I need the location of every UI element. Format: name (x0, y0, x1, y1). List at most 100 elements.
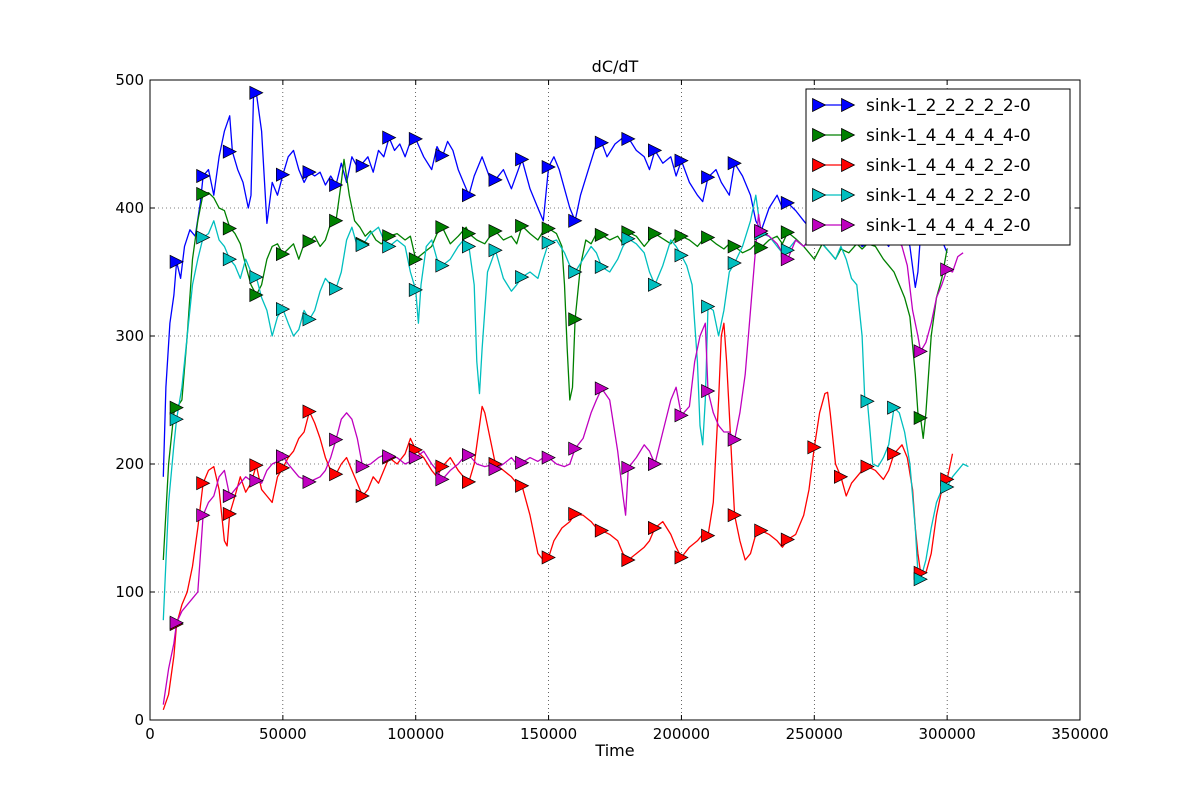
series-5-marker (727, 432, 742, 447)
series-1-marker (648, 143, 663, 158)
series-2-marker (329, 213, 344, 228)
series-5-marker (488, 462, 503, 477)
series-5-marker (674, 408, 689, 423)
series-4-marker (196, 230, 211, 245)
series-2-marker (515, 218, 530, 233)
series-2-marker (462, 226, 477, 241)
series-4-marker (913, 572, 928, 587)
series-3-marker (621, 552, 636, 568)
series-1-marker (780, 195, 795, 210)
series-5-marker (249, 473, 264, 488)
series-5-marker (329, 432, 344, 447)
series-1-marker (302, 165, 317, 180)
legend-marker (812, 187, 827, 203)
grid-lines (150, 80, 1080, 720)
series-5-marker (355, 459, 370, 474)
series-3-marker (834, 469, 849, 484)
series-3-marker (727, 508, 742, 523)
series-4-marker (541, 235, 556, 250)
y-tick-label: 100 (115, 583, 144, 601)
series-1-marker (169, 254, 184, 269)
series-3-marker (701, 528, 716, 543)
x-tick-label: 150000 (520, 725, 577, 743)
series-5-marker (276, 449, 291, 464)
series-3-marker (648, 520, 663, 536)
series-5-marker (648, 456, 663, 472)
series-3-marker (222, 506, 237, 521)
series-4-marker (462, 239, 477, 254)
series-3-marker (541, 550, 556, 565)
series-2-marker (701, 230, 716, 245)
legend-label: sink-1_4_4_2_2_2-0 (866, 186, 1031, 206)
legend-marker (841, 97, 856, 113)
series-1-marker (382, 130, 397, 145)
series-3-marker (462, 474, 477, 489)
series-1-marker (355, 158, 370, 173)
x-tick-label: 0 (145, 725, 155, 743)
series-5-marker (621, 460, 636, 475)
series-2-marker (435, 220, 450, 235)
legend-marker (812, 127, 827, 143)
series-1-marker (222, 144, 237, 159)
series-5-marker (780, 252, 795, 267)
y-tick-label: 300 (115, 327, 144, 345)
series-3-marker (807, 440, 822, 455)
y-tick-label: 0 (134, 711, 144, 729)
y-tick-label: 200 (115, 455, 144, 473)
series-5-marker (462, 447, 477, 463)
series-4-marker (355, 238, 370, 253)
series-1-marker (462, 188, 477, 203)
series-3-marker (276, 460, 291, 475)
series-1-marker (276, 167, 291, 182)
series-3-marker (674, 550, 689, 565)
series-3-marker (887, 446, 902, 461)
x-axis-label: Time (594, 741, 634, 760)
series-5-marker (169, 615, 184, 630)
series-1-marker (249, 85, 264, 100)
series-5-marker (515, 455, 530, 470)
legend-label: sink-1_4_4_4_4_4-0 (866, 126, 1031, 146)
legend-marker (841, 157, 856, 173)
series-1-marker (727, 156, 742, 171)
x-tick-label: 200000 (653, 725, 710, 743)
series-2-marker (222, 221, 237, 236)
series-4-marker (222, 252, 237, 267)
series-2-marker (594, 227, 609, 242)
x-tick-label: 100000 (387, 725, 444, 743)
axis-ticks: 0 50000 100000 150000 200000 250000 300000 3500… (115, 71, 1108, 743)
series-1-marker (488, 172, 503, 187)
series-3-marker (249, 458, 264, 473)
series-4-marker (435, 258, 450, 273)
series-4-marker (382, 239, 397, 254)
series-4-marker (674, 248, 689, 263)
y-tick-label: 400 (115, 199, 144, 217)
x-tick-label: 250000 (786, 725, 843, 743)
series-4-marker (860, 394, 875, 409)
series-4-marker (568, 264, 583, 280)
series-5-marker (568, 441, 583, 456)
legend-marker (812, 97, 827, 113)
legend-label: sink-1_4_4_4_2_2-0 (866, 156, 1031, 176)
series-2-marker (648, 226, 663, 241)
series-2-marker (169, 400, 184, 415)
series-4-marker (594, 259, 609, 274)
series-4-marker (488, 243, 503, 258)
series-5-marker (302, 474, 317, 489)
series-4-marker (887, 400, 902, 415)
x-tick-label: 350000 (1051, 725, 1108, 743)
series-2-marker (488, 223, 503, 239)
legend-marker (812, 217, 827, 233)
series-line-4 (162, 194, 969, 621)
series-1-marker (701, 170, 716, 185)
series-3-marker (196, 476, 211, 491)
series-2-marker (780, 225, 795, 240)
series-3-marker (860, 459, 875, 474)
series-2-marker (276, 247, 291, 262)
series-4-marker (329, 281, 344, 296)
series-5-marker (408, 450, 423, 465)
series-5-marker (940, 262, 955, 277)
series-5-marker (701, 383, 716, 399)
series-2-marker (408, 252, 423, 267)
series-4-marker (621, 231, 636, 246)
